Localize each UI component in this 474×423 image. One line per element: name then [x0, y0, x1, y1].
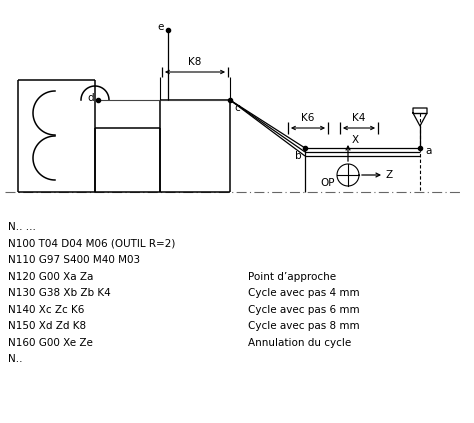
Text: N120 G00 Xa Za: N120 G00 Xa Za	[8, 272, 93, 281]
Text: N130 G38 Xb Zb K4: N130 G38 Xb Zb K4	[8, 288, 111, 298]
Text: Point d’approche: Point d’approche	[248, 272, 336, 281]
Text: N100 T04 D04 M06 (OUTIL R=2): N100 T04 D04 M06 (OUTIL R=2)	[8, 239, 175, 248]
Text: Cycle avec pas 6 mm: Cycle avec pas 6 mm	[248, 305, 360, 314]
Text: Annulation du cycle: Annulation du cycle	[248, 338, 351, 348]
Text: Z: Z	[386, 170, 393, 180]
Text: Cycle avec pas 4 mm: Cycle avec pas 4 mm	[248, 288, 360, 298]
Text: N110 G97 S400 M40 M03: N110 G97 S400 M40 M03	[8, 255, 140, 265]
Text: b: b	[295, 151, 302, 161]
Text: e: e	[158, 22, 164, 32]
Text: N150 Xd Zd K8: N150 Xd Zd K8	[8, 321, 86, 331]
Text: K8: K8	[188, 57, 202, 67]
Text: a: a	[425, 146, 431, 156]
Text: Cycle avec pas 8 mm: Cycle avec pas 8 mm	[248, 321, 360, 331]
Text: N..: N..	[8, 354, 22, 364]
Text: N.. ...: N.. ...	[8, 222, 36, 232]
Text: K4: K4	[352, 113, 365, 123]
Text: K6: K6	[301, 113, 315, 123]
Text: OP: OP	[320, 178, 335, 188]
Text: d: d	[87, 93, 94, 103]
Text: X: X	[352, 135, 359, 145]
Text: N160 G00 Xe Ze: N160 G00 Xe Ze	[8, 338, 93, 348]
Text: N140 Xc Zc K6: N140 Xc Zc K6	[8, 305, 84, 314]
Text: c: c	[234, 103, 240, 113]
